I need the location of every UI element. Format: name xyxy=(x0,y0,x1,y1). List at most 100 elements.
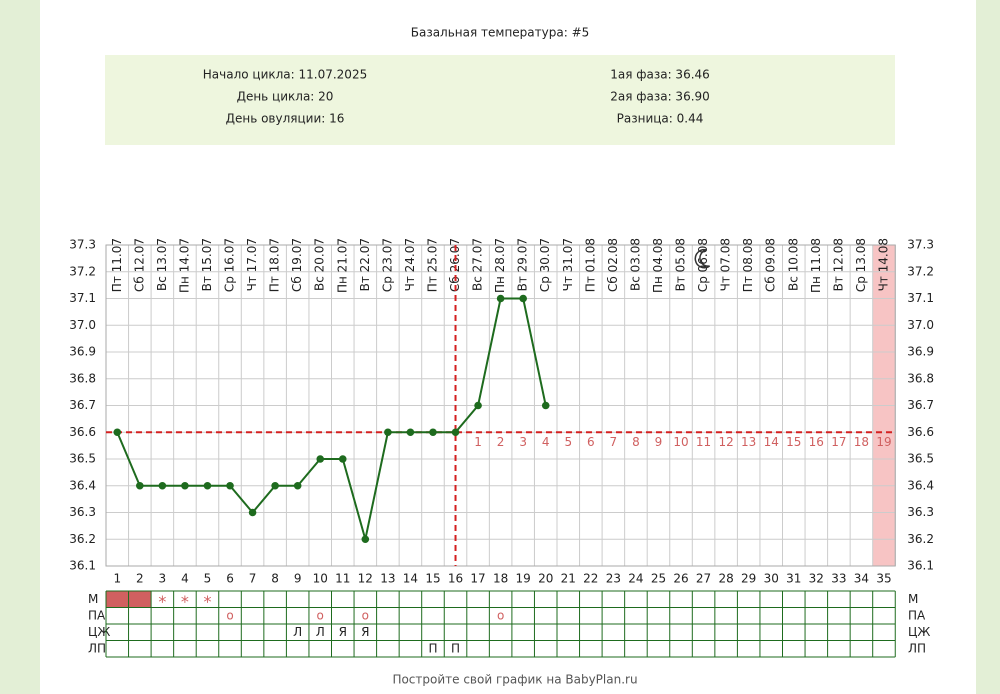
row-cell: * xyxy=(203,592,211,611)
y-tick-label: 37.3 xyxy=(69,238,96,252)
row-cell: Я xyxy=(361,625,369,639)
y-tick-label: 36.1 xyxy=(907,559,934,573)
y-tick-label: 36.1 xyxy=(69,559,96,573)
temperature-point xyxy=(293,481,302,490)
date-label: Пт 18.07 xyxy=(268,238,282,292)
date-label: Ср 23.07 xyxy=(380,238,394,292)
date-label: Вс 13.07 xyxy=(155,238,169,291)
date-label: Вс 20.07 xyxy=(313,238,327,291)
row-cell: Я xyxy=(339,625,347,639)
luteal-day: 17 xyxy=(831,435,846,449)
y-tick-label: 36.7 xyxy=(69,398,96,412)
y-tick-label: 36.8 xyxy=(69,371,96,385)
x-tick-label: 15 xyxy=(425,572,440,586)
summary-text: Начало цикла: 11.07.2025 xyxy=(203,68,367,82)
summary-text: День овуляции: 16 xyxy=(226,112,345,126)
temperature-point xyxy=(451,428,460,437)
temperature-point xyxy=(338,455,347,463)
luteal-day: 13 xyxy=(741,435,756,449)
period-day xyxy=(128,591,152,608)
date-label: Пт 08.08 xyxy=(741,238,755,292)
luteal-day: 9 xyxy=(655,435,663,449)
x-tick-label: 34 xyxy=(854,572,869,586)
row-label: ПА xyxy=(88,608,106,622)
y-tick-label: 36.5 xyxy=(907,452,934,466)
summary-text: 1ая фаза: 36.46 xyxy=(610,68,710,82)
row-cell: Л xyxy=(316,625,325,639)
date-label: Пн 21.07 xyxy=(335,238,349,293)
date-label: Вс 10.08 xyxy=(786,238,800,291)
date-label: Чт 17.07 xyxy=(245,238,259,291)
temperature-point xyxy=(158,481,167,490)
summary-text: Разница: 0.44 xyxy=(617,112,704,126)
temperature-point xyxy=(519,294,527,303)
date-label: Вт 15.07 xyxy=(200,238,214,291)
x-tick-label: 23 xyxy=(606,572,621,586)
row-cell: П xyxy=(451,641,460,655)
temperature-point xyxy=(361,535,370,544)
date-label: Сб 19.07 xyxy=(290,238,304,292)
y-tick-label: 37.2 xyxy=(69,264,96,278)
x-tick-label: 25 xyxy=(651,572,666,586)
y-tick-label: 36.3 xyxy=(907,505,934,519)
y-tick-label: 36.3 xyxy=(69,505,96,519)
y-tick-label: 36.8 xyxy=(907,371,934,385)
row-label: ЛП xyxy=(908,641,926,655)
temperature-point xyxy=(316,455,325,463)
x-tick-label: 31 xyxy=(786,572,801,586)
x-tick-label: 6 xyxy=(226,572,234,586)
x-tick-label: 7 xyxy=(249,572,257,586)
date-label: Чт 07.08 xyxy=(719,238,733,291)
x-tick-label: 27 xyxy=(696,572,711,586)
luteal-day: 12 xyxy=(718,435,733,449)
row-cell: o xyxy=(317,608,324,622)
temperature-point xyxy=(271,481,279,490)
luteal-day: 6 xyxy=(587,435,595,449)
date-label: Пт 01.08 xyxy=(583,238,597,292)
date-label: Сб 12.07 xyxy=(132,238,146,292)
y-tick-label: 36.9 xyxy=(69,345,96,359)
date-label: Ср 13.08 xyxy=(854,238,868,292)
date-label: Вт 29.07 xyxy=(516,238,530,291)
row-label: М xyxy=(908,592,918,606)
x-tick-label: 10 xyxy=(313,572,328,586)
row-cell: o xyxy=(497,608,504,622)
x-tick-label: 8 xyxy=(271,572,279,586)
x-tick-label: 9 xyxy=(294,572,302,586)
y-tick-label: 37.0 xyxy=(69,318,96,332)
summary-text: 2ая фаза: 36.90 xyxy=(610,90,710,104)
x-tick-label: 16 xyxy=(448,572,463,586)
x-tick-label: 24 xyxy=(628,572,643,586)
temperature-point xyxy=(248,508,257,517)
x-tick-label: 17 xyxy=(470,572,485,586)
x-tick-label: 35 xyxy=(876,572,891,586)
y-tick-label: 37.1 xyxy=(907,291,934,305)
luteal-day: 14 xyxy=(764,435,779,449)
x-tick-label: 19 xyxy=(516,572,531,586)
y-tick-label: 36.4 xyxy=(907,478,934,492)
date-label: Сб 26.07 xyxy=(448,238,462,292)
y-tick-label: 37.3 xyxy=(907,238,934,252)
x-tick-label: 32 xyxy=(809,572,824,586)
moon xyxy=(694,248,711,269)
y-tick-label: 36.2 xyxy=(69,532,96,546)
luteal-day: 11 xyxy=(696,435,711,449)
row-cell: Л xyxy=(293,625,302,639)
date-label: Пн 14.07 xyxy=(177,238,191,293)
y-tick-label: 36.6 xyxy=(907,425,934,439)
luteal-day: 8 xyxy=(632,435,640,449)
luteal-day: 2 xyxy=(497,435,505,449)
x-tick-label: 5 xyxy=(204,572,212,586)
luteal-day: 15 xyxy=(786,435,801,449)
temperature-point xyxy=(496,294,505,303)
date-label: Пн 11.08 xyxy=(809,238,823,293)
y-tick-label: 36.5 xyxy=(69,452,96,466)
luteal-day: 10 xyxy=(673,435,688,449)
x-tick-label: 29 xyxy=(741,572,756,586)
temperature-point xyxy=(541,401,550,410)
x-tick-label: 33 xyxy=(831,572,846,586)
x-tick-label: 18 xyxy=(493,572,508,586)
luteal-day: 7 xyxy=(610,435,618,449)
row-label: ЦЖ xyxy=(88,625,110,639)
